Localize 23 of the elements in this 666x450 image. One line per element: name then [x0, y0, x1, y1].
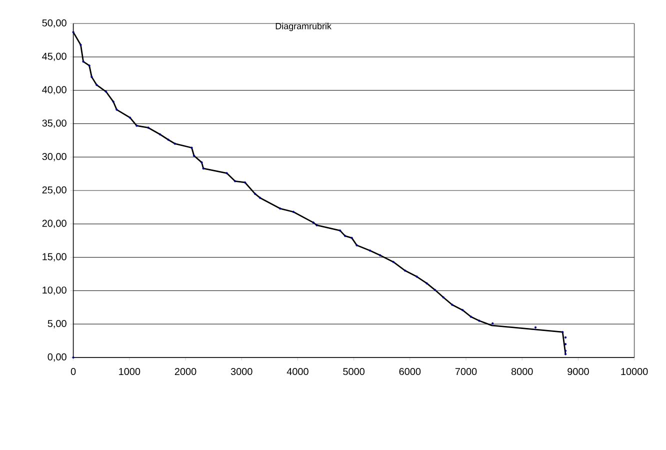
- y-tick-label: 30,00: [42, 152, 66, 162]
- y-tick-label: 20,00: [42, 220, 66, 228]
- x-tick-label: 6000: [399, 368, 421, 376]
- y-tick-label: 0,00: [48, 353, 66, 362]
- x-tick-label: 3000: [230, 368, 252, 376]
- x-tick-label: 2000: [174, 368, 196, 376]
- x-tick-label: 7000: [455, 368, 477, 376]
- y-tick-label: 45,00: [42, 52, 66, 62]
- x-tick-label: 9000: [568, 368, 589, 376]
- chart-title: Diagramrubrik: [276, 22, 332, 32]
- x-tick-label: 1000: [119, 368, 140, 376]
- x-tick-label: 0: [70, 368, 76, 376]
- y-tick-label: 10,00: [42, 286, 66, 295]
- x-tick-label: 10000: [621, 368, 648, 376]
- y-tick-label: 15,00: [42, 253, 66, 262]
- y-tick-label: 5,00: [48, 320, 66, 328]
- x-tick-label: 8000: [511, 368, 533, 376]
- y-tick-label: 35,00: [42, 120, 66, 128]
- x-tick-label: 5000: [343, 368, 364, 376]
- x-tick-label: 4000: [286, 368, 308, 376]
- y-tick-label: 50,00: [42, 19, 66, 28]
- y-tick-label: 25,00: [42, 186, 66, 195]
- y-tick-label: 40,00: [42, 86, 66, 94]
